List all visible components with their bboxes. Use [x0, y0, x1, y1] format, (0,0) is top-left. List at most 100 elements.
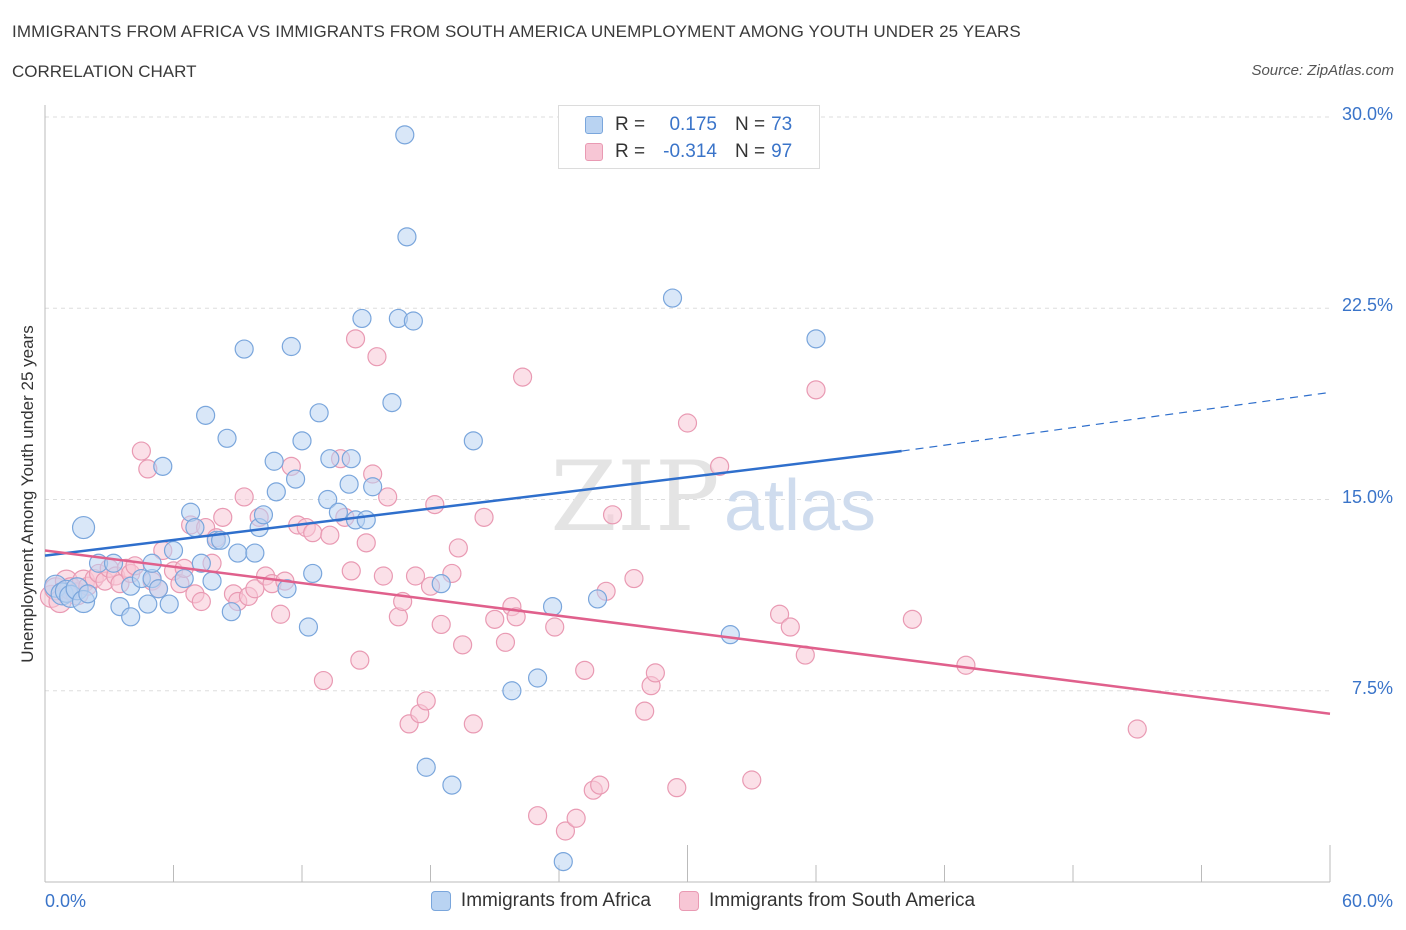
africa-point [356, 510, 376, 530]
africa-point [363, 477, 383, 497]
south-america-point [425, 495, 445, 515]
series-swatch-south-america [678, 891, 699, 911]
africa-point [303, 563, 323, 584]
south-america-point [234, 487, 254, 507]
africa-point [502, 681, 522, 701]
africa-point [78, 584, 98, 604]
series-label-south-america: Immigrants from South America [708, 890, 976, 911]
legend-r-label: R = [615, 114, 646, 135]
legend-n-label: N = [735, 141, 766, 162]
africa-point [202, 571, 222, 591]
africa-point [292, 431, 312, 451]
africa-point [309, 403, 329, 423]
legend-n-label: N = [735, 114, 766, 135]
series-legend-africa[interactable]: Immigrants from Africa [430, 890, 651, 912]
south-america-point [512, 367, 533, 387]
africa-point [403, 311, 423, 331]
africa-point [159, 594, 179, 614]
legend-swatch-south-america [585, 143, 603, 161]
south-america-point [245, 579, 265, 599]
africa-point [148, 579, 169, 599]
trend-line-south-america [44, 549, 1331, 715]
africa-point [806, 329, 826, 349]
africa-point [339, 474, 359, 494]
africa-point [341, 449, 361, 469]
africa-point [228, 543, 248, 563]
south-america-point [645, 663, 665, 683]
legend-n-value-south-america: 97 [771, 141, 793, 162]
south-america-point [769, 604, 790, 624]
south-america-point [602, 505, 623, 525]
africa-point [553, 851, 573, 872]
south-america-point [624, 568, 644, 589]
africa-point [277, 579, 297, 599]
south-america-point [474, 507, 494, 527]
south-america-point [131, 441, 151, 461]
africa-point [191, 553, 211, 573]
legend-swatch-africa [585, 116, 603, 134]
africa-point [234, 339, 254, 359]
south-america-point [341, 561, 361, 581]
africa-point [320, 449, 340, 469]
x-tick-label-max: 60.0% [1341, 891, 1393, 911]
correlation-legend: R = 0.175 N = 73 R = -0.314 N = 97 [558, 105, 820, 169]
y-axis-title: Unemployment Among Youth under 25 years [18, 325, 37, 663]
chart-title: IMMIGRANTS FROM AFRICA VS IMMIGRANTS FRO… [12, 22, 1021, 41]
south-america-point [485, 609, 505, 629]
south-america-point [575, 660, 595, 680]
south-america-point [405, 566, 426, 586]
south-america-point [495, 632, 516, 652]
africa-point [253, 505, 274, 525]
south-america-point [320, 525, 340, 545]
legend-r-value-africa: 0.175 [669, 114, 717, 135]
africa-point [153, 456, 173, 476]
south-america-point [506, 607, 526, 627]
africa-point [416, 757, 436, 777]
series-legend-south-america[interactable]: Immigrants from South America [678, 890, 976, 912]
south-america-point [566, 808, 586, 828]
south-america-point [677, 413, 698, 433]
y-tick-label: 7.5% [1351, 677, 1393, 698]
africa-point [442, 775, 462, 795]
africa-point [221, 602, 241, 622]
south-america-point [710, 456, 730, 476]
south-america-point [303, 523, 323, 543]
south-america-point [590, 775, 610, 795]
south-america-point [555, 821, 576, 841]
south-america-point [191, 591, 211, 612]
south-america-point [956, 655, 976, 675]
africa-point [281, 336, 301, 357]
south-america-point [373, 566, 393, 586]
africa-point [542, 596, 563, 617]
x-tick-label-min: 0.0% [45, 891, 87, 911]
south-america-point [356, 533, 376, 553]
legend-row-africa: R = 0.175 N = 73 [585, 113, 792, 137]
south-america-point [806, 380, 826, 400]
africa-point [174, 568, 194, 589]
south-america-point [313, 670, 334, 691]
africa-point [463, 431, 483, 451]
y-tick-label: 22.5% [1341, 295, 1393, 316]
series-swatch-africa [430, 891, 451, 911]
south-america-point [416, 691, 436, 711]
series-label-africa: Immigrants from Africa [460, 890, 651, 911]
south-america-point [453, 635, 473, 655]
trend-lines [44, 391, 1331, 715]
south-america-point [1127, 719, 1147, 739]
chart-subtitle: CORRELATION CHART [12, 62, 197, 81]
africa-point [720, 625, 740, 645]
y-tick-label: 15.0% [1341, 486, 1393, 507]
south-america-point [448, 538, 468, 558]
africa-point [196, 405, 216, 425]
trend-line-africa-extension [901, 391, 1331, 452]
source-label: Source: ZipAtlas.com [1251, 62, 1394, 79]
south-america-point [463, 714, 483, 734]
series-africa-points [44, 125, 826, 872]
africa-point [266, 482, 286, 502]
south-america-point [367, 347, 387, 367]
trend-line-africa [44, 449, 902, 557]
watermark-atlas: atlas [724, 466, 876, 546]
africa-point [395, 125, 415, 145]
south-america-point [635, 701, 655, 721]
